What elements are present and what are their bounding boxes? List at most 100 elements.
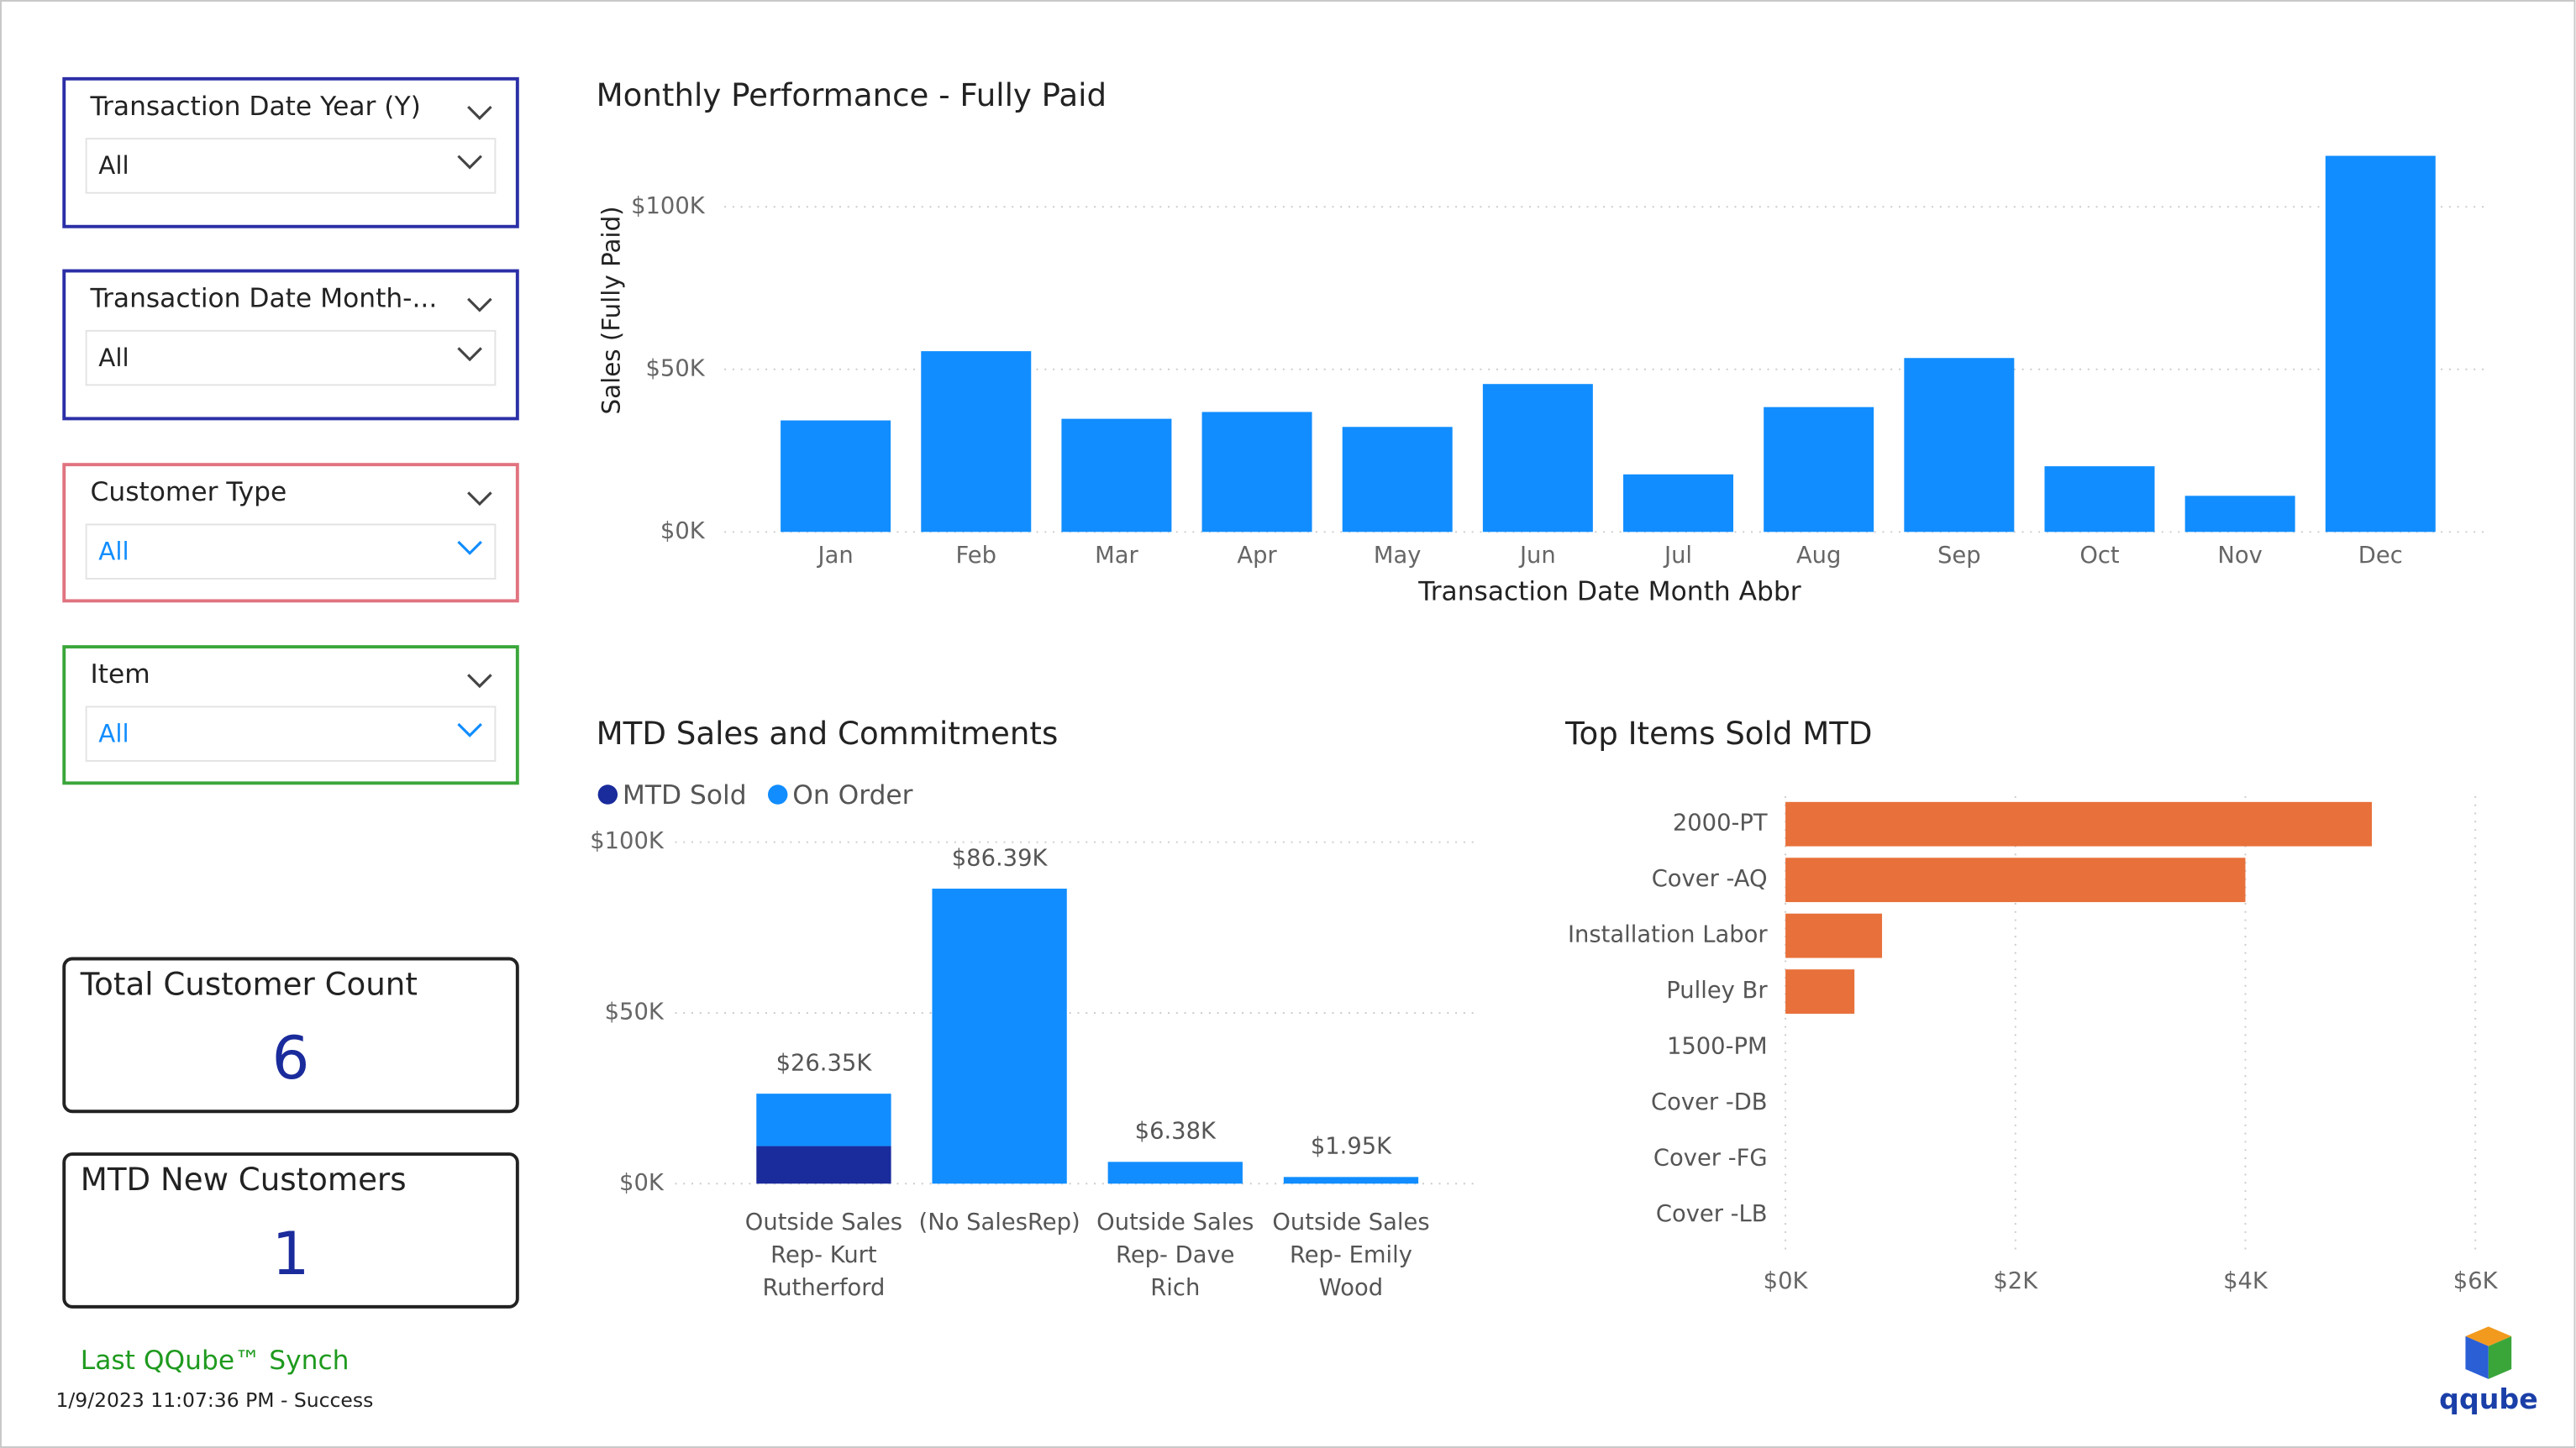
x-tick-label: Nov	[2217, 543, 2262, 569]
bar	[1785, 969, 1855, 1014]
slicer-dropdown[interactable]: All	[85, 523, 497, 580]
y-tick-label: Pulley Br	[1666, 978, 1768, 1004]
logo: qqube	[2439, 1323, 2544, 1421]
x-tick-label: Sep	[1937, 543, 1981, 569]
y-tick-label: $100K	[590, 828, 665, 854]
bar-segment	[1283, 1177, 1419, 1184]
slicer[interactable]: Transaction Date Month-... All	[62, 269, 519, 421]
total-label: $1.95K	[1311, 1134, 1392, 1160]
x-tick-label-box: Outside Sales Rep- Dave Rich	[1096, 1209, 1254, 1302]
chevron	[467, 674, 492, 689]
bar	[2044, 466, 2155, 533]
x-tick-label: Jun	[1518, 543, 1556, 569]
bar	[1201, 412, 1312, 533]
y-axis-label: Sales (Fully Paid)	[597, 206, 626, 414]
slicer-toggle[interactable]	[466, 289, 492, 320]
x-tick-label: (No SalesRep)	[918, 1209, 1080, 1236]
bar	[1785, 858, 2246, 903]
bar	[781, 420, 891, 533]
bar-segment	[1107, 1162, 1243, 1184]
bar-segment	[932, 889, 1067, 1184]
chart-title: Monthly Performance - Fully Paid	[597, 77, 1107, 113]
y-tick-label: Installation Labor	[1568, 922, 1768, 948]
sync-title: Last QQube™ Synch	[80, 1344, 350, 1376]
x-tick-label: Jul	[1663, 543, 1692, 569]
y-tick-label: 1500-PM	[1667, 1034, 1768, 1060]
y-tick-label: $50K	[646, 355, 706, 381]
y-tick-label: Cover -LB	[1656, 1201, 1768, 1227]
bar	[1785, 801, 2373, 847]
slicer-title: Transaction Date Month-...	[90, 282, 438, 314]
x-tick-label: May	[1374, 543, 1422, 569]
y-tick-label: $50K	[605, 999, 665, 1025]
chart-title: Top Items Sold MTD	[1564, 716, 1872, 752]
slicer-value: All	[98, 719, 129, 749]
slicer[interactable]: Customer Type All	[62, 463, 519, 603]
x-tick-label: $4K	[2223, 1268, 2268, 1294]
bar	[1061, 418, 1172, 533]
logo-text: qqube	[2439, 1383, 2538, 1417]
slicer-toggle[interactable]	[466, 665, 492, 696]
chart-title: MTD Sales and Commitments	[597, 716, 1059, 752]
legend-label: On Order	[792, 780, 912, 811]
chevron	[467, 297, 492, 312]
x-tick-label: Apr	[1237, 543, 1277, 569]
chevron	[467, 491, 492, 506]
x-tick-label: Outside Sales Rep- Kurt Rutherford	[744, 1209, 903, 1302]
y-tick-label: 2000-PT	[1673, 811, 1768, 837]
bar	[1785, 913, 1883, 958]
slicer-value: All	[98, 150, 129, 181]
slicer-dropdown[interactable]: All	[85, 138, 497, 194]
kpi-card: Total Customer Count 6	[62, 957, 519, 1114]
bar-segment	[756, 1094, 891, 1146]
legend-label: MTD Sold	[623, 780, 747, 811]
legend-marker	[597, 784, 618, 805]
chevron	[457, 155, 482, 170]
total-label: $86.39K	[952, 845, 1049, 871]
total-label: $6.38K	[1135, 1119, 1217, 1145]
x-tick-label: $6K	[2453, 1268, 2499, 1294]
y-tick-label: Cover -AQ	[1652, 866, 1768, 892]
bar	[2184, 496, 2295, 533]
bar	[1623, 474, 1734, 533]
x-tick-label: Outside Sales Rep- Emily Wood	[1272, 1209, 1430, 1302]
total-label: $26.35K	[776, 1050, 873, 1076]
slicer-title: Customer Type	[90, 475, 287, 507]
bar	[1764, 407, 1874, 533]
chevron	[457, 540, 482, 555]
chevron	[457, 722, 482, 737]
slicer-toggle[interactable]	[466, 97, 492, 128]
bar	[1904, 358, 2015, 533]
slicer[interactable]: Transaction Date Year (Y) All	[62, 76, 519, 228]
slicer-title: Item	[90, 658, 150, 690]
slicer-dropdown[interactable]: All	[85, 329, 497, 386]
y-tick-label: $0K	[619, 1170, 665, 1196]
card-value: 1	[271, 1221, 310, 1289]
legend-marker	[767, 784, 788, 805]
x-tick-label: $2K	[1993, 1268, 2038, 1294]
slicer-title: Transaction Date Year (Y)	[90, 90, 421, 122]
slicer[interactable]: Item All	[62, 645, 519, 785]
logo-icon	[2465, 1326, 2512, 1379]
slicer-dropdown[interactable]: All	[85, 706, 497, 762]
card-title: MTD New Customers	[80, 1162, 407, 1199]
x-tick-label: Mar	[1095, 543, 1138, 569]
y-tick-label: $0K	[660, 518, 706, 544]
x-tick-label: Aug	[1796, 543, 1841, 569]
card-value: 6	[271, 1026, 310, 1094]
slicer-value: All	[98, 537, 129, 567]
bar-segment	[756, 1146, 891, 1184]
y-tick-label: Cover -DB	[1651, 1089, 1768, 1115]
x-tick-label: Jan	[817, 543, 854, 569]
chevron	[467, 105, 492, 120]
sync-status: 1/9/2023 11:07:36 PM - Success	[55, 1388, 374, 1412]
kpi-card: MTD New Customers 1	[62, 1152, 519, 1309]
x-tick-label: Outside Sales Rep- Dave Rich	[1096, 1209, 1254, 1302]
chevron	[457, 347, 482, 362]
x-axis-label: Transaction Date Month Abbr	[1417, 577, 1801, 607]
x-tick-label-box: Outside Sales Rep- Kurt Rutherford	[744, 1209, 903, 1302]
x-tick-label: Dec	[2358, 543, 2403, 569]
slicer-toggle[interactable]	[466, 483, 492, 514]
